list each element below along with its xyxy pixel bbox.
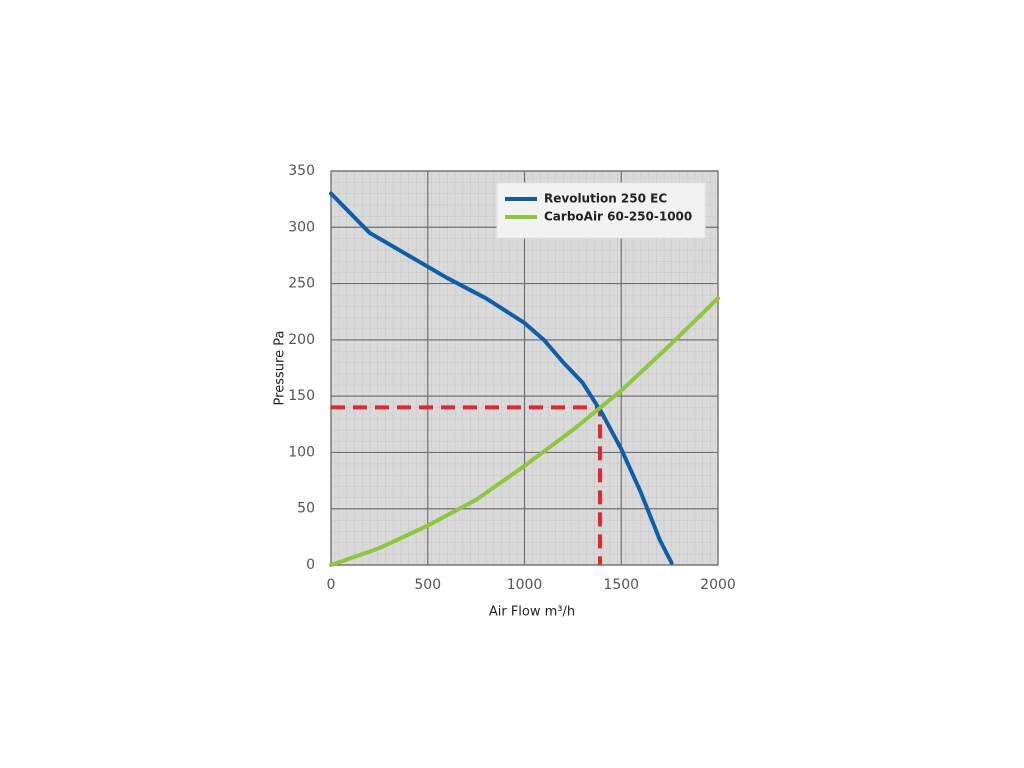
y-tick-label: 350	[288, 163, 315, 179]
y-tick-label: 50	[297, 501, 315, 517]
series-line	[329, 191, 674, 565]
x-tick-label: 1000	[507, 577, 543, 593]
x-tick-label: 2000	[700, 577, 736, 593]
legend-box	[496, 182, 706, 239]
series-line	[329, 296, 720, 567]
y-tick-label: 0	[306, 557, 315, 573]
y-tick-label: 250	[288, 276, 315, 292]
x-tick-label: 1500	[603, 577, 639, 593]
legend-label: Revolution 250 EC	[544, 192, 667, 206]
y-tick-label: 300	[288, 219, 315, 235]
y-tick-label: 150	[288, 388, 315, 404]
y-tick-label: 100	[288, 444, 315, 460]
y-tick-label: 200	[288, 332, 315, 348]
x-tick-label: 0	[327, 577, 336, 593]
plot-border	[330, 170, 719, 566]
x-axis-label: Air Flow m³/h	[489, 605, 575, 620]
legend-label: CarboAir 60-250-1000	[544, 210, 692, 224]
x-tick-label: 500	[414, 577, 441, 593]
y-axis-label: Pressure Pa	[273, 331, 288, 406]
